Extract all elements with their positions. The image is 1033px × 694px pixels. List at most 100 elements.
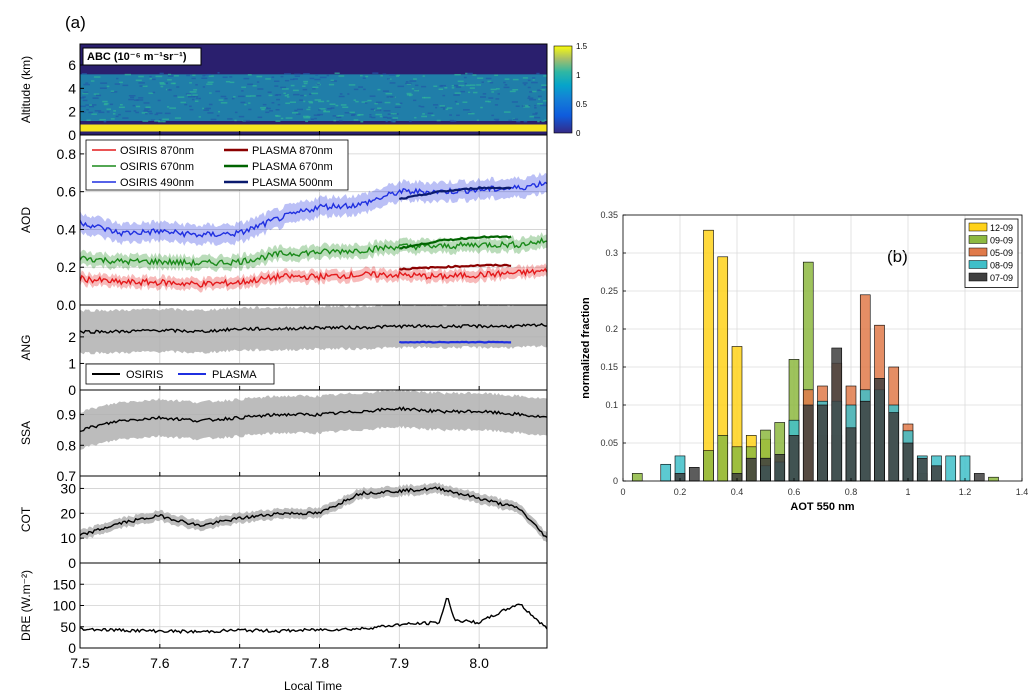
heatmap-cell xyxy=(529,115,534,118)
heatmap-cell xyxy=(375,113,382,116)
legend-box xyxy=(85,139,349,191)
heatmap-cell xyxy=(511,101,518,103)
colorbar-tick-label: 0.5 xyxy=(576,100,588,109)
heatmap-cell xyxy=(81,73,87,75)
heatmap-cell xyxy=(115,115,119,118)
x-tick-label: 7.9 xyxy=(390,655,410,671)
heatmap-cell xyxy=(449,114,453,116)
heatmap-cell xyxy=(522,82,528,84)
heatmap-cell xyxy=(348,84,356,86)
heatmap-cell xyxy=(135,111,139,114)
heatmap-cell xyxy=(143,102,150,104)
heatmap-cell xyxy=(522,77,528,79)
heatmap-cell xyxy=(80,105,86,108)
y-tick-label: 0.15 xyxy=(600,362,618,372)
heatmap-cell xyxy=(220,102,228,104)
heatmap-cell xyxy=(382,90,390,92)
heatmap-cell xyxy=(154,113,159,116)
heatmap-cell xyxy=(388,73,395,76)
heatmap-cell xyxy=(482,93,487,95)
heatmap-cell xyxy=(339,93,343,95)
heatmap-cell xyxy=(467,112,475,115)
series-line xyxy=(399,340,512,344)
histogram-bar xyxy=(902,442,914,482)
heatmap-cell xyxy=(273,80,280,83)
heatmap-cell xyxy=(350,114,355,117)
y-tick-label: 0.2 xyxy=(605,324,618,334)
heatmap-cell xyxy=(167,73,172,76)
heatmap-cell xyxy=(340,104,347,106)
heatmap-cell xyxy=(375,101,383,104)
heatmap-cell xyxy=(275,109,280,111)
heatmap-cell xyxy=(130,96,135,99)
y-tick-label: 0 xyxy=(613,476,618,486)
histogram-bar xyxy=(660,463,672,482)
heatmap-cell xyxy=(534,107,537,109)
legend-label: 09-09 xyxy=(990,236,1013,246)
heatmap-cell xyxy=(544,119,547,122)
heatmap-cell xyxy=(206,73,212,76)
heatmap-cell xyxy=(488,100,491,103)
heatmap-cell xyxy=(532,90,537,93)
heatmap-cell xyxy=(225,80,231,83)
series-line xyxy=(80,322,547,334)
heatmap-cell xyxy=(455,86,462,88)
heatmap-cell xyxy=(248,102,251,104)
y-tick-label: 0.7 xyxy=(57,468,77,484)
y-tick-label: 6 xyxy=(68,57,76,73)
heatmap-cell xyxy=(136,99,144,101)
heatmap-cell xyxy=(286,94,290,96)
x-tick-label: 0.8 xyxy=(845,487,858,497)
panel-cot: 0 10 20 30 COT xyxy=(19,475,548,571)
heatmap-cell xyxy=(439,85,443,87)
heatmap-cell xyxy=(367,99,372,102)
heatmap-cell xyxy=(285,102,290,105)
heatmap-cell xyxy=(167,88,171,91)
heatmap-cell xyxy=(106,85,110,88)
heatmap-cell xyxy=(456,103,459,105)
y-axis-label: AOD xyxy=(19,207,33,233)
heatmap-cell xyxy=(222,76,228,79)
heatmap-cell xyxy=(191,77,196,80)
heatmap-cell xyxy=(532,79,535,81)
y-tick-label: 100 xyxy=(53,598,77,614)
heatmap-cell xyxy=(336,116,342,119)
heatmap-cell xyxy=(338,119,343,122)
heatmap-cell xyxy=(234,111,238,114)
x-tick-label: 7.8 xyxy=(310,655,330,671)
heatmap-cell xyxy=(186,74,190,77)
heatmap-cell xyxy=(480,106,483,109)
uncertainty-band xyxy=(80,390,547,450)
heatmap-cell xyxy=(330,79,334,82)
heatmap-cell xyxy=(256,95,262,97)
heatmap-cell xyxy=(420,105,425,108)
heatmap-cell xyxy=(465,84,471,87)
heatmap-cell xyxy=(537,89,542,91)
heatmap-cell xyxy=(167,79,172,81)
heatmap-cell xyxy=(149,77,153,80)
abc-title-box xyxy=(82,47,202,66)
heatmap-cell xyxy=(488,97,494,99)
heatmap-cell xyxy=(328,83,335,86)
heatmap-cell xyxy=(318,109,321,111)
heatmap-cell xyxy=(256,75,263,78)
heatmap-cell xyxy=(303,80,309,83)
heatmap-cell xyxy=(135,105,141,108)
heatmap-cell xyxy=(463,109,470,111)
heatmap-cell xyxy=(160,85,164,88)
histogram-bar xyxy=(717,435,729,482)
legend-swatch xyxy=(968,222,988,232)
heatmap-cell xyxy=(487,80,492,83)
heatmap-cell xyxy=(489,81,494,84)
heatmap-cell xyxy=(375,109,382,112)
heatmap-cell xyxy=(532,77,536,79)
heatmap-cell xyxy=(229,76,233,78)
heatmap-cell xyxy=(405,82,412,85)
heatmap-cell xyxy=(265,107,271,110)
heatmap-cell xyxy=(149,75,152,78)
heatmap-cell xyxy=(431,114,435,117)
x-tick-label: 7.6 xyxy=(150,655,170,671)
heatmap-cell xyxy=(509,90,516,93)
heatmap-cell xyxy=(252,85,257,87)
heatmap-cell xyxy=(497,93,500,95)
